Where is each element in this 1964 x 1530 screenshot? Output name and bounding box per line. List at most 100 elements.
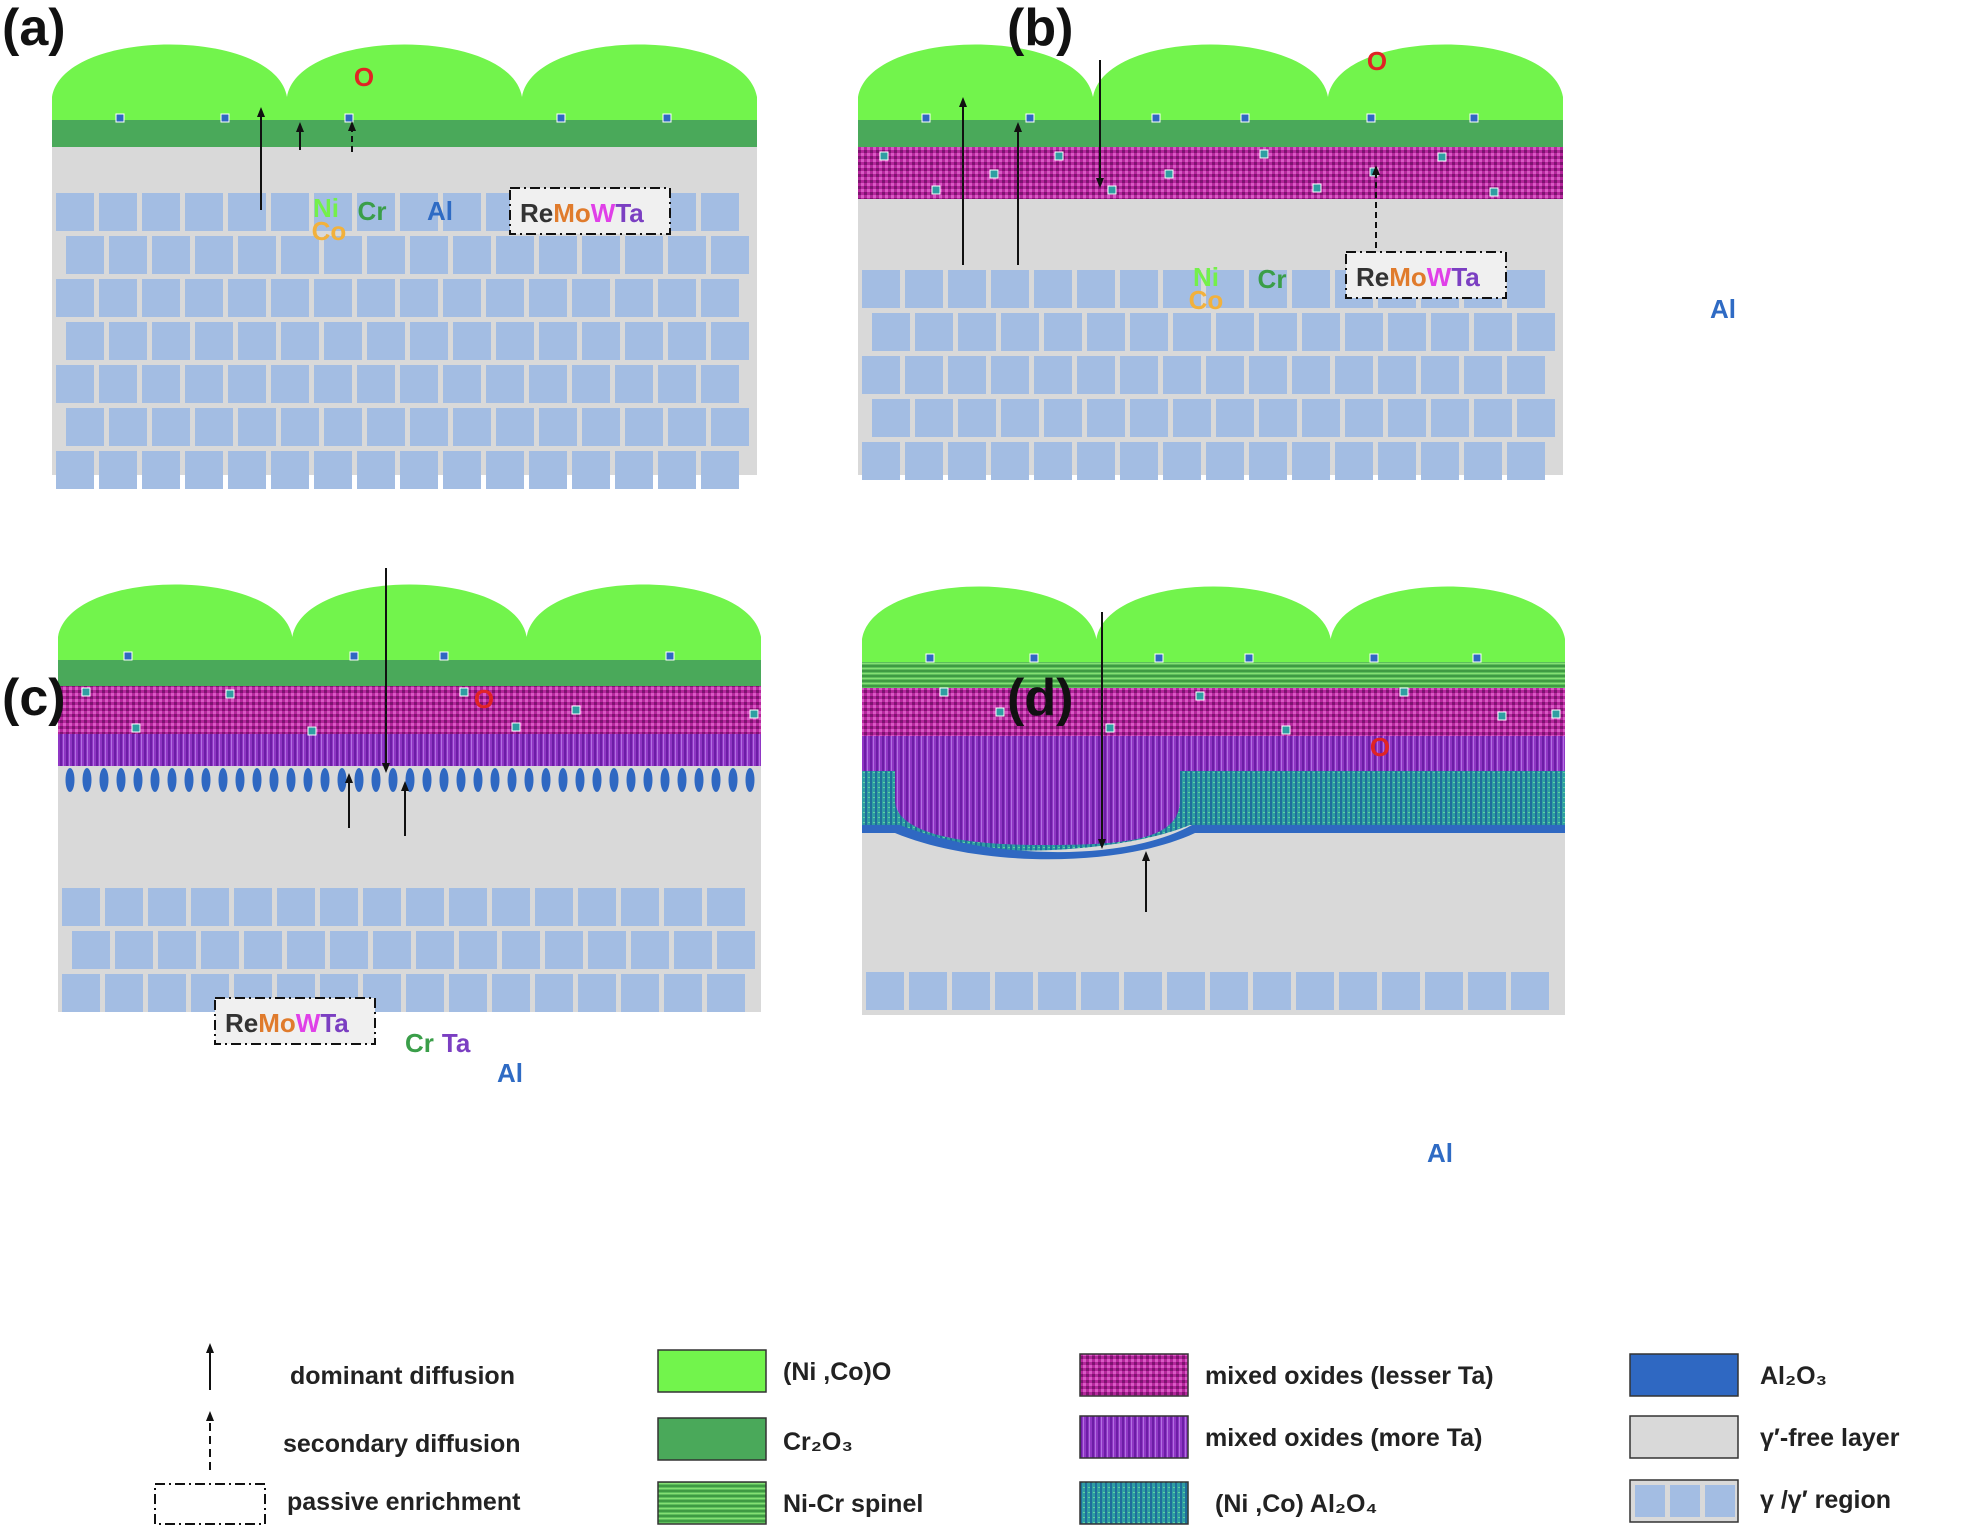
gamma-cube — [271, 451, 309, 489]
legend-cr2o3: Cr₂O₃ — [783, 1428, 853, 1456]
gamma-cube — [572, 451, 610, 489]
gamma-cube — [915, 313, 953, 351]
element-co-b: Co — [1189, 285, 1224, 315]
legend-nico-al2o4: (Ni ,Co) Al₂O₄ — [1215, 1490, 1377, 1518]
gamma-cube — [115, 931, 153, 969]
particle — [1437, 152, 1447, 162]
gamma-cube — [357, 193, 395, 231]
gamma-cube — [1378, 442, 1416, 480]
gamma-cube — [142, 365, 180, 403]
legend-swatch-spinel — [657, 1481, 767, 1525]
gamma-cube — [330, 931, 368, 969]
cr2o3-layer — [52, 120, 757, 147]
gamma-cube — [711, 322, 749, 360]
gamma-cube — [615, 279, 653, 317]
al2o3-internal-precipitate — [354, 768, 364, 792]
gamma-cube — [582, 236, 620, 274]
element-mo-b: Mo — [1389, 262, 1427, 292]
gamma-cube — [1130, 313, 1168, 351]
legend-gamma-region: γ /γ′ region — [1760, 1486, 1891, 1514]
particle — [81, 687, 91, 697]
gamma-cube — [1511, 972, 1549, 1010]
oxygen-label-c: O — [474, 684, 494, 714]
gamma-cube — [1077, 356, 1115, 394]
particle — [1399, 687, 1409, 697]
gamma-cube — [1507, 356, 1545, 394]
gamma-cube — [1034, 270, 1072, 308]
gamma-cube — [56, 365, 94, 403]
gamma-cube — [625, 322, 663, 360]
panel-b — [858, 44, 1563, 480]
particle — [1151, 113, 1161, 123]
gamma-cube — [443, 193, 481, 231]
svg-text:ReMoWTa: ReMoWTa — [1356, 262, 1480, 292]
gamma-cube — [62, 974, 100, 1012]
gamma-cube — [625, 236, 663, 274]
element-ta-c2: Ta — [320, 1008, 349, 1038]
gamma-cube — [105, 888, 143, 926]
gamma-cube — [1345, 313, 1383, 351]
gamma-cube — [862, 270, 900, 308]
gamma-cube — [1517, 399, 1555, 437]
particle — [1164, 169, 1174, 179]
gamma-cube — [238, 408, 276, 446]
gamma-cube — [228, 193, 266, 231]
particle — [511, 722, 521, 732]
gamma-cube — [410, 236, 448, 274]
gamma-cube — [1249, 270, 1287, 308]
gamma-cube — [1421, 442, 1459, 480]
gamma-cube — [443, 365, 481, 403]
particle — [939, 687, 949, 697]
gamma-cube — [496, 236, 534, 274]
al2o3-internal-precipitate — [745, 768, 755, 792]
panel-a — [52, 44, 757, 489]
gamma-cube — [234, 888, 272, 926]
panel-label-a: (a) — [2, 0, 66, 57]
gamma-cube — [664, 888, 702, 926]
particle — [1054, 151, 1064, 161]
gamma-cube — [357, 451, 395, 489]
gamma-cube — [1421, 356, 1459, 394]
gamma-cube — [995, 972, 1033, 1010]
legend-dominant: dominant diffusion — [290, 1362, 515, 1390]
gamma-cube — [152, 236, 190, 274]
gamma-cube — [1468, 972, 1506, 1010]
gamma-cube — [711, 408, 749, 446]
gamma-cube — [1431, 313, 1469, 351]
al2o3-internal-precipitate — [116, 768, 126, 792]
gamma-cube — [707, 888, 745, 926]
gamma-cube — [281, 322, 319, 360]
gamma-cube — [717, 931, 755, 969]
gamma-cube — [664, 974, 702, 1012]
legend-swatch-gamma-free — [1629, 1415, 1739, 1459]
element-al-d: Al — [1427, 1138, 1453, 1168]
element-ni-a: Ni — [313, 193, 339, 223]
gamma-cube — [948, 442, 986, 480]
legend-swatch-al2o3 — [1629, 1353, 1739, 1397]
al2o3-internal-precipitate — [371, 768, 381, 792]
legend-gamma-free: γ′-free layer — [1760, 1424, 1900, 1452]
cr2o3-layer — [858, 120, 1563, 147]
gamma-cube — [142, 279, 180, 317]
gamma-cube — [582, 408, 620, 446]
gamma-cube — [99, 279, 137, 317]
oxygen-label-d: O — [1370, 732, 1390, 762]
al2o3-internal-precipitate — [303, 768, 313, 792]
gamma-cube — [948, 356, 986, 394]
element-w-b: W — [1427, 262, 1452, 292]
particle — [1154, 653, 1164, 663]
al2o3-internal-precipitate — [201, 768, 211, 792]
gamma-cube — [62, 888, 100, 926]
gamma-cube — [185, 365, 223, 403]
gamma-cube — [545, 931, 583, 969]
gamma-cube — [99, 193, 137, 231]
gamma-cube — [1206, 442, 1244, 480]
al2o3-internal-precipitate — [490, 768, 500, 792]
nico-o-dome-layer — [858, 44, 1563, 122]
gamma-cube — [668, 408, 706, 446]
element-re-a: Re — [520, 198, 553, 228]
gamma-cube — [588, 931, 626, 969]
gamma-cube — [158, 931, 196, 969]
gamma-cube — [443, 279, 481, 317]
